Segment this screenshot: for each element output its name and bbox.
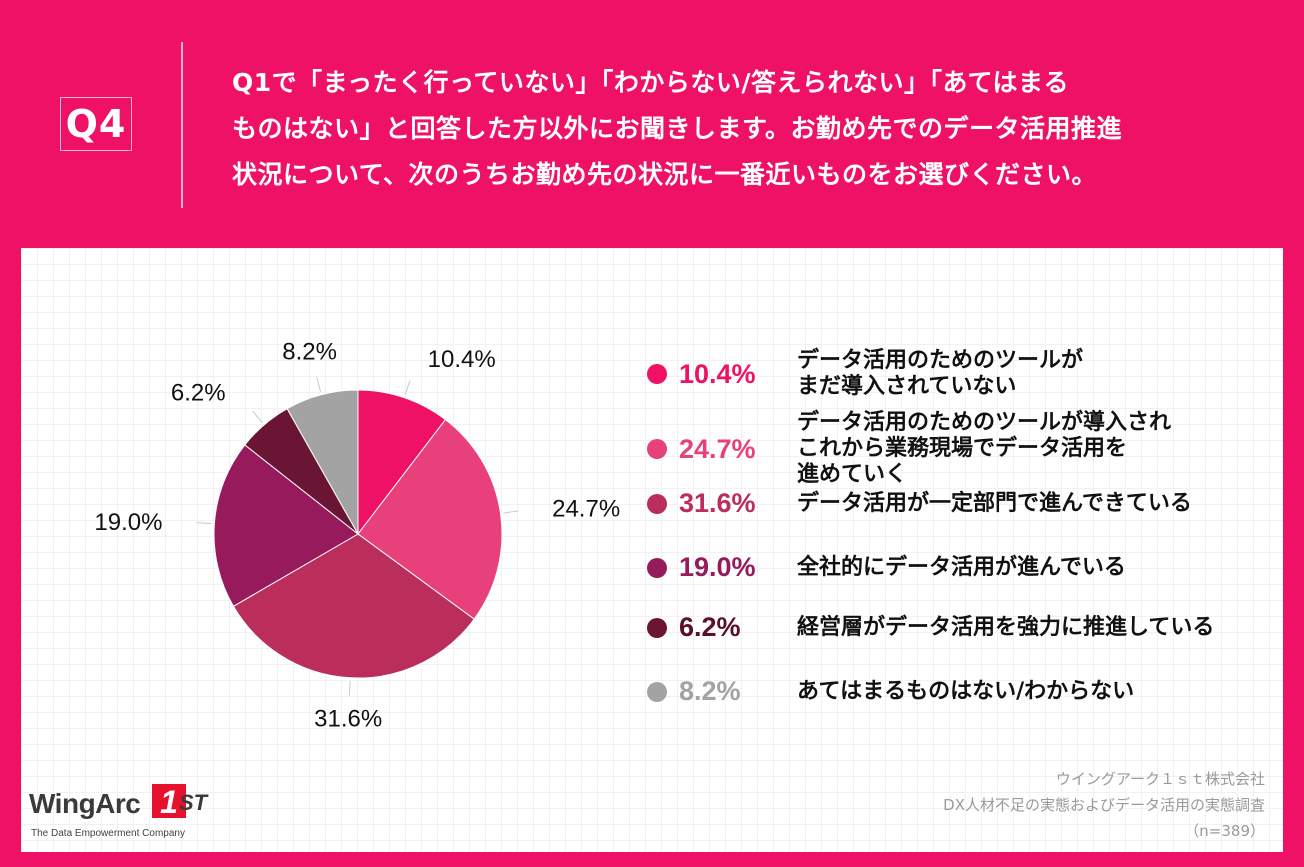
pie-chart: 10.4% 24.7% 31.6% 19.0% 6.2% 8.2% <box>94 338 620 733</box>
question-text: Q1で「まったく行っていない」「わからない/答えられない」「あてはまる ものはな… <box>232 68 1123 189</box>
legend-item-6: 8.2% あてはまるものはない/わからない <box>647 676 1267 707</box>
source-sample: （n=389） <box>1184 822 1265 840</box>
pie-data-label-2: 24.7% <box>552 496 620 523</box>
legend-item-1: 10.4% データ活用のためのツールが まだ導入されていない <box>647 348 1267 400</box>
pie-leader-line-2 <box>503 510 519 514</box>
legend-percent-4: 19.0% <box>679 552 756 582</box>
legend-item-4: 19.0% 全社的にデータ活用が進んでいる <box>647 552 1267 583</box>
pie-slice-2 <box>357 418 503 620</box>
logo-name: WingArc <box>29 788 141 819</box>
legend-item-5: 6.2% 経営層がデータ活用を強力に推進している <box>647 612 1267 643</box>
legend-swatch-5 <box>647 617 667 638</box>
legend-swatch-6 <box>647 681 667 702</box>
pie-leader-line-6 <box>316 377 322 392</box>
pie-leader-line-5 <box>252 410 263 423</box>
pie-slice-1 <box>357 389 447 536</box>
source-company: ウイングアーク１ｓｔ株式会社 <box>1055 770 1265 788</box>
logo-suffix: ST <box>179 790 208 815</box>
legend-percent-2: 24.7% <box>679 433 756 464</box>
legend-label-3: データ活用が一定部門で進んできている <box>797 490 1192 516</box>
pie-slice-3 <box>232 533 475 679</box>
legend-item-2: 24.7% データ活用のためのツールが導入され これから業務現場でデータ活用を 進… <box>647 410 1267 488</box>
legend-label-2: データ活用のためのツールが導入され これから業務現場でデータ活用を 進めていく <box>797 410 1172 487</box>
logo-mark-glyph: 1 <box>160 784 178 820</box>
pie-data-label-5: 6.2% <box>171 379 226 406</box>
header-banner: Q4 Q1で「まったく行っていない」「わからない/答えられない」「あてはまる も… <box>0 0 1304 248</box>
pie-data-label-3: 31.6% <box>314 706 382 733</box>
pie-data-label-1: 10.4% <box>428 346 496 373</box>
legend-label-4: 全社的にデータ活用が進んでいる <box>797 554 1126 580</box>
pie-slice-4 <box>213 444 359 607</box>
legend-swatch-2 <box>647 439 667 459</box>
logo-mark: 1 <box>152 784 186 820</box>
legend-label-5: 経営層がデータ活用を強力に推進している <box>797 614 1215 640</box>
logo-tagline: The Data Empowerment Company <box>31 828 185 839</box>
pie-leader-line-3 <box>348 680 351 696</box>
pie-data-label-4: 19.0% <box>94 509 162 536</box>
legend-item-3: 31.6% データ活用が一定部門で進んできている <box>647 488 1267 519</box>
pie-leader-line-4 <box>196 522 212 525</box>
legend-label-1: データ活用のためのツールが まだ導入されていない <box>797 348 1084 399</box>
pie-data-label-6: 8.2% <box>282 338 337 365</box>
source-note: ウイングアーク１ｓｔ株式会社 DX人材不足の実態およびデータ活用の実態調査 （n… <box>943 766 1265 844</box>
pie-slice-6 <box>286 389 359 536</box>
header-divider <box>181 42 183 208</box>
legend-label-6: あてはまるものはない/わからない <box>797 678 1135 704</box>
legend-percent-5: 6.2% <box>679 612 741 642</box>
legend-swatch-1 <box>647 364 667 384</box>
legend-swatch-4 <box>647 557 667 578</box>
pie-leader-line-1 <box>404 380 411 395</box>
legend-percent-1: 10.4% <box>679 358 756 389</box>
legend-percent-6: 8.2% <box>679 676 741 706</box>
question-number-badge: Q4 <box>60 97 132 151</box>
legend-percent-3: 31.6% <box>679 488 756 518</box>
legend-swatch-3 <box>647 493 667 514</box>
chart-panel: 10.4% 24.7% 31.6% 19.0% 6.2% 8.2% 10.4% データ活用の… <box>21 248 1283 852</box>
wingarc-logo: WingArc 1 ST The Data Empowerment Compan… <box>29 784 249 848</box>
source-survey: DX人材不足の実態およびデータ活用の実態調査 <box>943 796 1265 814</box>
